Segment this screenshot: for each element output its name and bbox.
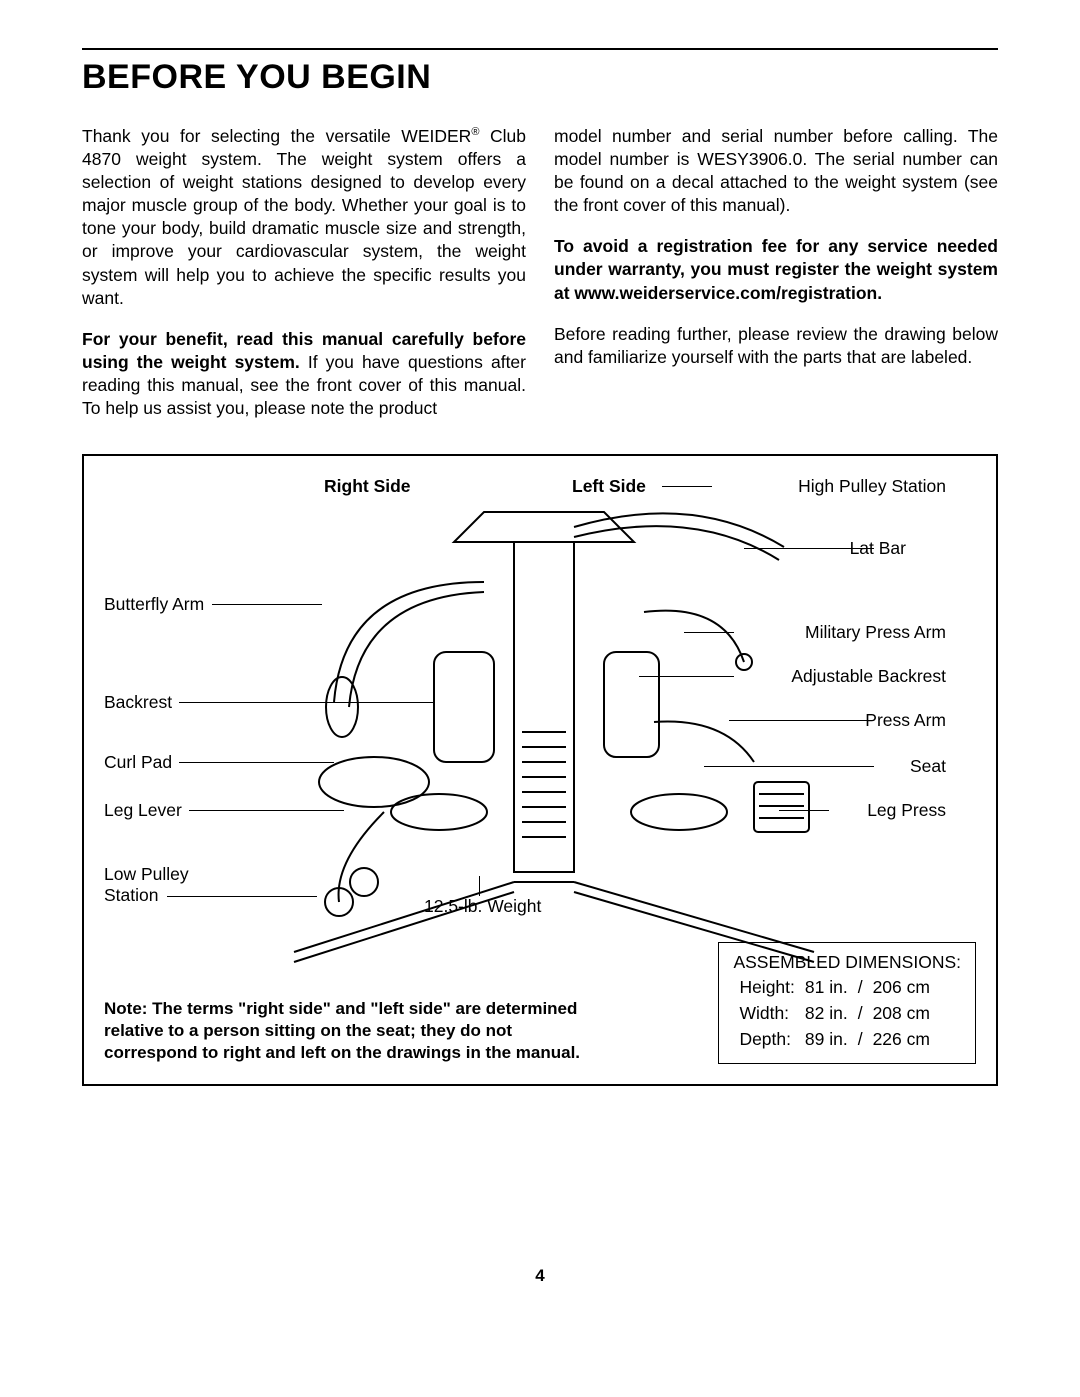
curl-pad-label: Curl Pad [104,752,172,773]
dim-label: Depth: [735,1028,798,1052]
weight-label: 12.5-lb. Weight [424,896,541,917]
dimensions-title: ASSEMBLED DIMENSIONS: [733,951,961,975]
dim-label: Width: [735,1002,798,1026]
dim-in: 81 in. [801,976,852,1000]
leader-line [744,548,874,549]
leg-press-label: Leg Press [867,800,946,821]
diagram-box: Right Side Left Side Butterfly Arm Backr… [82,454,998,1086]
dimensions-table: Height: 81 in. / 206 cm Width: 82 in. / … [733,974,936,1053]
leader-line [639,676,734,677]
dim-in: 89 in. [801,1028,852,1052]
adj-backrest-label: Adjustable Backrest [791,666,946,687]
leader-line [189,810,344,811]
dim-sep: / [854,1028,867,1052]
leader-line [167,896,317,897]
high-pulley-label: High Pulley Station [798,476,946,497]
manual-page: BEFORE YOU BEGIN Thank you for selecting… [0,0,1080,1316]
review-paragraph: Before reading further, please review th… [554,323,998,369]
backrest-label: Backrest [104,692,172,713]
table-row: Height: 81 in. / 206 cm [735,976,934,1000]
orientation-note: Note: The terms "right side" and "left s… [104,998,594,1064]
top-rule [82,48,998,50]
leader-line [479,876,481,896]
low-pulley-label: Low Pulley Station [104,864,204,906]
right-column: model number and serial number before ca… [554,125,998,438]
dim-label: Height: [735,976,798,1000]
press-arm-label: Press Arm [865,710,946,731]
two-column-text: Thank you for selecting the versatile WE… [82,125,998,438]
right-side-label: Right Side [324,476,411,497]
table-row: Width: 82 in. / 208 cm [735,1002,934,1026]
intro-text-a: Thank you for selecting the versatile WE… [82,126,471,146]
leader-line [212,604,322,605]
leader-line [779,810,829,811]
benefit-paragraph: For your benefit, read this manual caref… [82,328,526,420]
leader-line [179,762,334,763]
table-row: Depth: 89 in. / 226 cm [735,1028,934,1052]
dim-cm: 226 cm [869,1028,934,1052]
leader-line [662,486,712,487]
leader-line [729,720,869,721]
leader-line [684,632,734,633]
intro-text-b: Club 4870 weight system. The weight syst… [82,126,526,308]
model-paragraph: model number and serial number before ca… [554,125,998,217]
leader-line [179,702,434,703]
butterfly-arm-label: Butterfly Arm [104,594,204,615]
page-number: 4 [82,1266,998,1286]
intro-paragraph: Thank you for selecting the versatile WE… [82,125,526,310]
leader-line [704,766,874,767]
dim-in: 82 in. [801,1002,852,1026]
registration-paragraph: To avoid a registration fee for any serv… [554,235,998,304]
dim-cm: 206 cm [869,976,934,1000]
dim-cm: 208 cm [869,1002,934,1026]
dimensions-box: ASSEMBLED DIMENSIONS: Height: 81 in. / 2… [718,942,976,1065]
military-press-label: Military Press Arm [805,622,946,643]
left-side-label: Left Side [572,476,646,497]
page-title: BEFORE YOU BEGIN [82,58,998,97]
dim-sep: / [854,976,867,1000]
seat-label: Seat [910,756,946,777]
leg-lever-label: Leg Lever [104,800,182,821]
left-column: Thank you for selecting the versatile WE… [82,125,526,438]
dim-sep: / [854,1002,867,1026]
